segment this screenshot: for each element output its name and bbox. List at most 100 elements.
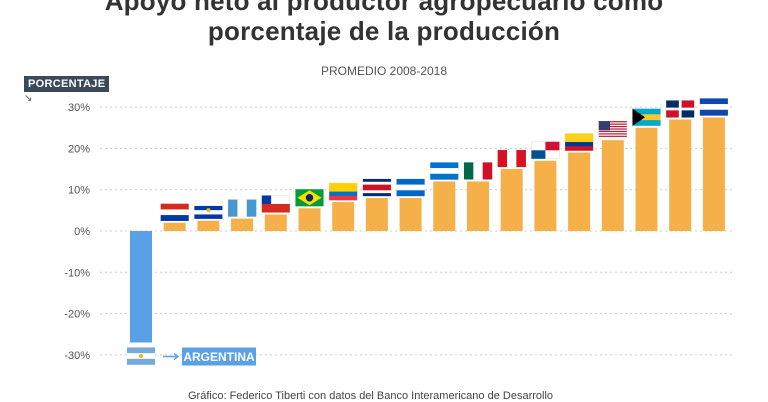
flag-stripe xyxy=(632,108,661,115)
flag-costa-rica xyxy=(362,178,392,197)
flag-stripe xyxy=(228,199,238,217)
flag-stripe xyxy=(430,162,459,169)
flag-stripe xyxy=(160,209,189,216)
bar-bahamas xyxy=(635,127,658,231)
bar-el-salvador xyxy=(702,117,725,231)
bar-nicaragua xyxy=(399,197,422,231)
flag-stripe xyxy=(261,203,290,213)
bars xyxy=(130,117,725,343)
flag-stripe xyxy=(396,178,425,185)
flag-stripe xyxy=(497,150,508,168)
bar-panam- xyxy=(534,160,557,231)
flag-stripe xyxy=(598,130,627,133)
flag-stripe xyxy=(362,178,391,182)
flag-per- xyxy=(497,149,526,168)
flag-stripe xyxy=(632,114,661,121)
flag-argentina xyxy=(126,347,156,365)
flag-stripe xyxy=(430,173,459,180)
flag-quarter xyxy=(681,100,695,108)
bar-chile xyxy=(264,214,287,231)
flag-sun xyxy=(206,208,211,213)
flag-stripe xyxy=(396,190,425,197)
flag-stripe xyxy=(699,109,728,116)
source-note: Gráfico: Federico Tiberti con datos del … xyxy=(188,390,554,402)
flag-estados-unidos xyxy=(598,120,628,139)
flag-stripe xyxy=(362,187,391,191)
flag-quarter xyxy=(545,141,560,151)
flag-stripe xyxy=(482,162,493,180)
annotation-label-bg xyxy=(182,347,256,366)
bar-colombia xyxy=(568,152,591,231)
bar-honduras xyxy=(433,181,456,231)
bar-argentina xyxy=(130,231,152,343)
annotation-label: ARGENTINA xyxy=(183,350,255,364)
flag-stripe xyxy=(598,128,627,130)
flag-stripe xyxy=(632,120,661,126)
chart-title: Apoyo neto al productor agropecuario com… xyxy=(104,0,664,46)
flag-quarter xyxy=(681,110,695,118)
flag-globe xyxy=(305,194,314,202)
flag-stripe xyxy=(396,184,425,191)
bar-m-xico xyxy=(467,181,489,231)
flag-stripe xyxy=(127,347,155,354)
flag-stripe xyxy=(598,121,627,123)
bar-brasil xyxy=(298,208,321,231)
flag-bahamas xyxy=(632,108,661,126)
y-tick-label: 0% xyxy=(74,226,90,238)
annotation-arrowhead xyxy=(173,352,180,361)
flag-triangle xyxy=(632,108,646,126)
flag-stripe xyxy=(329,187,358,192)
flag-stripe xyxy=(160,203,189,210)
annotations: ARGENTINA xyxy=(163,347,256,366)
y-tick-label: -30% xyxy=(64,350,90,362)
bar-paraguay xyxy=(163,222,186,231)
flag-colombia xyxy=(564,133,594,151)
flag-ecuador xyxy=(328,182,358,201)
flag-stripe xyxy=(362,193,391,197)
bar-per- xyxy=(500,169,523,231)
bar-guatemala xyxy=(231,218,254,231)
flag-stripe xyxy=(194,210,223,215)
flag-honduras xyxy=(430,162,459,180)
flag-stripe xyxy=(598,123,627,125)
bar-ecuador xyxy=(332,202,355,231)
y-tick-label: 10% xyxy=(68,185,90,197)
bar-costa-rica xyxy=(365,197,388,231)
flag-stripe xyxy=(237,199,247,217)
flag-stripe xyxy=(329,195,358,201)
flag-quarter xyxy=(666,110,679,118)
flag-stripe xyxy=(127,358,155,365)
flag-brasil xyxy=(295,189,324,207)
bar-rep-blica-dominicana xyxy=(669,119,692,231)
flag-stripe xyxy=(507,150,517,168)
flag-stripe xyxy=(598,133,627,135)
flag-stripe xyxy=(160,215,189,221)
flag-stripe xyxy=(246,199,257,217)
y-tick-label: -10% xyxy=(64,267,90,279)
flag-panam- xyxy=(531,141,560,160)
flag-uruguay xyxy=(194,201,223,219)
flag-stripe xyxy=(329,183,358,188)
flag-stripe xyxy=(598,125,627,128)
flag-stripe xyxy=(329,191,358,197)
flag-stripe xyxy=(565,142,594,147)
flag-stripe xyxy=(565,133,594,138)
chart-subtitle: PROMEDIO 2008-2018 xyxy=(320,64,448,78)
y-tick-label: -20% xyxy=(64,309,90,321)
flag-guatemala xyxy=(227,199,257,217)
flag-rep-blica-dominicana xyxy=(665,100,695,118)
flag-stripe xyxy=(194,201,223,207)
flags xyxy=(126,98,729,365)
flag-stripe xyxy=(699,104,728,110)
flag-m-xico xyxy=(463,162,493,180)
y-tick-label: 20% xyxy=(68,143,90,155)
flag-stripe xyxy=(565,146,594,151)
y-axis-label: PORCENTAJE xyxy=(24,76,110,92)
bar-uruguay xyxy=(197,220,220,231)
flag-chile xyxy=(261,195,291,213)
flag-stripe xyxy=(430,168,459,174)
flag-stripe xyxy=(362,181,391,185)
flag-sun xyxy=(138,353,144,359)
y-tick-label: 30% xyxy=(68,102,90,114)
